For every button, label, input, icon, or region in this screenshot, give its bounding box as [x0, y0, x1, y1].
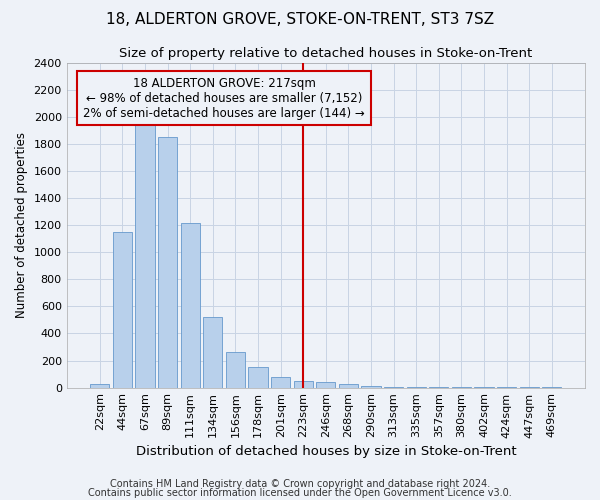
Title: Size of property relative to detached houses in Stoke-on-Trent: Size of property relative to detached ho… — [119, 48, 532, 60]
Bar — [136, 124, 155, 388]
Bar — [90, 384, 109, 388]
Bar — [452, 387, 471, 388]
Text: 18 ALDERTON GROVE: 217sqm
← 98% of detached houses are smaller (7,152)
2% of sem: 18 ALDERTON GROVE: 217sqm ← 98% of detac… — [83, 76, 365, 120]
Bar — [293, 381, 313, 388]
Bar — [384, 387, 403, 388]
Text: Contains public sector information licensed under the Open Government Licence v3: Contains public sector information licen… — [88, 488, 512, 498]
Bar — [316, 382, 335, 388]
Bar — [339, 384, 358, 388]
Text: 18, ALDERTON GROVE, STOKE-ON-TRENT, ST3 7SZ: 18, ALDERTON GROVE, STOKE-ON-TRENT, ST3 … — [106, 12, 494, 28]
Bar — [271, 377, 290, 388]
Y-axis label: Number of detached properties: Number of detached properties — [15, 132, 28, 318]
Bar — [226, 352, 245, 388]
Bar — [520, 387, 539, 388]
Bar — [158, 138, 177, 388]
Bar — [181, 222, 200, 388]
Bar — [248, 368, 268, 388]
Bar — [429, 387, 448, 388]
Bar — [113, 232, 132, 388]
Bar — [203, 318, 223, 388]
Bar — [542, 387, 562, 388]
Text: Contains HM Land Registry data © Crown copyright and database right 2024.: Contains HM Land Registry data © Crown c… — [110, 479, 490, 489]
X-axis label: Distribution of detached houses by size in Stoke-on-Trent: Distribution of detached houses by size … — [136, 444, 516, 458]
Bar — [497, 387, 516, 388]
Bar — [475, 387, 494, 388]
Bar — [407, 387, 426, 388]
Bar — [361, 386, 380, 388]
